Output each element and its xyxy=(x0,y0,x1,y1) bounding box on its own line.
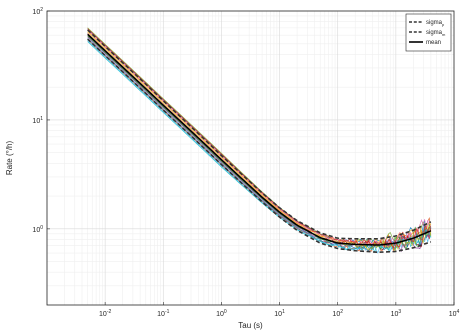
x-tick-label: 101 xyxy=(274,309,285,318)
x-tick-base: 10 xyxy=(157,311,165,318)
legend-label: sigmam xyxy=(426,30,446,37)
x-tick-exponent: -2 xyxy=(107,309,112,315)
x-tick-base: 10 xyxy=(216,311,224,318)
sigma-m-line xyxy=(87,38,432,254)
x-tick-exponent: -1 xyxy=(165,309,170,315)
legend-label: mean xyxy=(426,40,441,46)
run-line xyxy=(87,41,432,254)
y-tick-label: 102 xyxy=(32,7,43,16)
x-axis-label: Tau (s) xyxy=(238,321,263,330)
y-tick-exponent: 1 xyxy=(40,116,43,122)
x-tick-exponent: 4 xyxy=(457,309,460,315)
legend-label-name: sigma xyxy=(426,20,443,26)
plot-frame xyxy=(46,10,455,306)
x-tick-base: 10 xyxy=(391,311,399,318)
x-tick-base: 10 xyxy=(332,311,340,318)
legend-label: sigmap xyxy=(426,20,445,27)
legend-label-subscript: m xyxy=(442,32,446,37)
legend-label-name: sigma xyxy=(426,30,443,36)
y-axis-label: Rate (°/h) xyxy=(5,141,14,176)
x-tick-label: 100 xyxy=(216,309,227,318)
mean-line xyxy=(87,33,432,246)
y-tick-label: 100 xyxy=(32,225,43,234)
x-tick-base: 10 xyxy=(274,311,282,318)
x-tick-base: 10 xyxy=(449,311,457,318)
legend-box xyxy=(405,13,452,52)
x-tick-label: 10-2 xyxy=(99,309,111,318)
x-tick-label: 103 xyxy=(391,309,402,318)
legend-label-name: mean xyxy=(426,40,441,46)
y-tick-label: 101 xyxy=(32,116,43,125)
x-tick-exponent: 0 xyxy=(224,309,227,315)
x-tick-exponent: 2 xyxy=(340,309,343,315)
sigma-p-line xyxy=(87,29,432,240)
x-tick-exponent: 1 xyxy=(282,309,285,315)
x-tick-label: 102 xyxy=(332,309,343,318)
y-tick-base: 10 xyxy=(32,9,40,16)
x-tick-base: 10 xyxy=(99,311,107,318)
y-tick-exponent: 0 xyxy=(40,225,43,231)
x-tick-exponent: 3 xyxy=(398,309,401,315)
statistic-lines xyxy=(87,29,432,254)
x-tick-label: 10-1 xyxy=(157,309,169,318)
y-tick-base: 10 xyxy=(32,118,40,125)
minor-grid xyxy=(47,11,454,306)
legend-label-subscript: p xyxy=(442,22,445,27)
y-tick-base: 10 xyxy=(32,227,40,234)
run-line xyxy=(87,38,432,252)
y-tick-exponent: 2 xyxy=(40,7,43,13)
x-tick-label: 104 xyxy=(449,309,460,318)
x-axis-ticks: 10-2 10-1 100 101 102 103 104 xyxy=(99,302,460,318)
